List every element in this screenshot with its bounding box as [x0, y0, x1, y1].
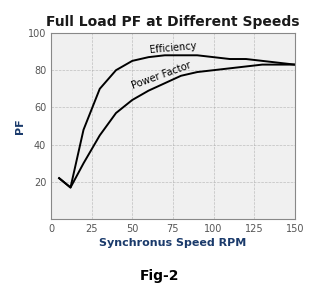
Text: Efficiency: Efficiency	[149, 41, 197, 55]
X-axis label: Synchronus Speed RPM: Synchronus Speed RPM	[99, 238, 247, 248]
Title: Full Load PF at Different Speeds: Full Load PF at Different Speeds	[46, 15, 300, 29]
Text: Power Factor: Power Factor	[130, 60, 193, 91]
Text: Fig-2: Fig-2	[140, 269, 179, 283]
Y-axis label: PF: PF	[15, 118, 25, 134]
